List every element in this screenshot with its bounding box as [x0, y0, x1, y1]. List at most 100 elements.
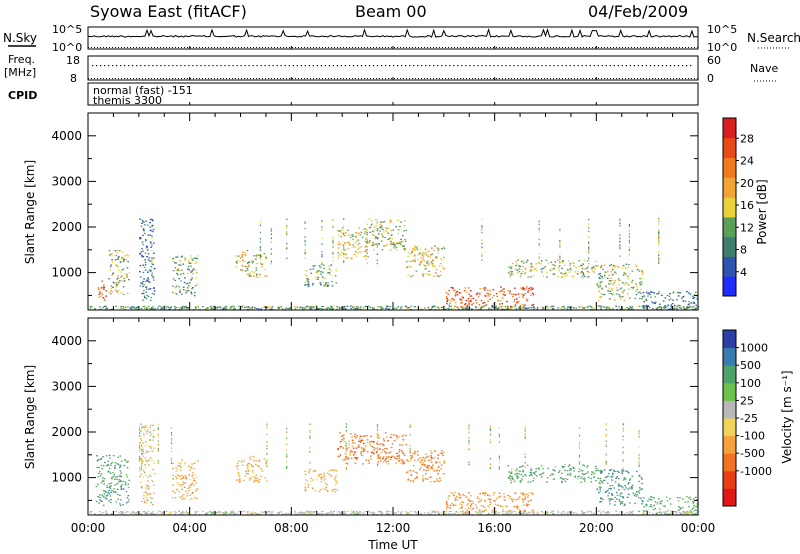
- velocity-data-point: [437, 454, 440, 456]
- power-data-point: [187, 261, 189, 263]
- power-streak-point: [343, 233, 345, 235]
- power-data-point: [244, 252, 247, 254]
- power-ground-point: [330, 307, 333, 309]
- power-ytick-label: 4000: [51, 129, 82, 143]
- power-data-point: [97, 287, 100, 289]
- power-ground-point: [498, 308, 500, 310]
- velocity-data-point: [619, 493, 622, 495]
- power-data-point: [580, 276, 583, 278]
- power-data-point: [366, 255, 368, 257]
- velocity-streak-point: [622, 446, 624, 449]
- velocity-streak-point: [622, 435, 624, 438]
- power-ground-point: [254, 307, 256, 309]
- velocity-data-point: [553, 469, 555, 471]
- velocity-streak-point: [157, 448, 159, 450]
- velocity-ground-point: [621, 513, 624, 515]
- velocity-colorbar-swatch: [723, 435, 736, 454]
- velocity-ground-point: [364, 511, 367, 513]
- power-data-point: [418, 264, 421, 266]
- power-streak-point: [151, 218, 153, 221]
- power-data-point: [392, 243, 395, 246]
- power-data-point: [545, 259, 547, 261]
- power-data-point: [187, 286, 190, 288]
- velocity-ground-point: [350, 512, 352, 515]
- power-data-point: [117, 281, 120, 284]
- power-ground-point: [305, 306, 307, 308]
- power-data-point: [638, 282, 641, 284]
- velocity-xtick-label: 00:00: [681, 521, 716, 535]
- velocity-data-point: [472, 507, 475, 509]
- power-streak-point: [481, 242, 483, 245]
- velocity-data-point: [626, 496, 629, 498]
- power-data-point: [150, 299, 152, 301]
- power-streak-point: [658, 231, 660, 233]
- power-ground-point: [94, 308, 96, 310]
- velocity-data-point: [492, 508, 495, 510]
- power-ground-point: [456, 306, 459, 308]
- velocity-data-point: [182, 483, 184, 486]
- velocity-streak-point: [605, 462, 607, 464]
- velocity-data-point: [481, 492, 484, 494]
- velocity-data-point: [410, 458, 412, 460]
- power-data-point: [586, 270, 589, 272]
- velocity-ground-point: [568, 511, 570, 513]
- power-ground-point: [652, 308, 654, 310]
- power-ground-point: [455, 306, 458, 308]
- velocity-data-point: [503, 493, 505, 495]
- velocity-data-point: [526, 505, 528, 507]
- power-streak-point: [619, 247, 621, 250]
- velocity-data-point: [432, 464, 434, 466]
- velocity-data-point: [354, 451, 357, 453]
- power-data-point: [419, 252, 421, 254]
- power-data-point: [312, 283, 314, 285]
- velocity-streak-point: [605, 443, 607, 445]
- velocity-ground-point: [423, 512, 426, 514]
- freq-point: [112, 65, 114, 67]
- power-data-point: [400, 243, 403, 246]
- power-ground-point: [501, 306, 504, 308]
- velocity-data-point: [122, 504, 124, 506]
- velocity-data-point: [592, 471, 595, 473]
- velocity-data-point: [176, 468, 179, 470]
- power-streak-point: [270, 253, 272, 255]
- power-streak-point: [304, 241, 306, 243]
- power-data-point: [172, 278, 175, 280]
- power-ground-point: [665, 306, 668, 308]
- power-data-point: [117, 292, 119, 294]
- velocity-data-point: [509, 497, 511, 499]
- power-data-point: [664, 307, 666, 309]
- velocity-data-point: [346, 458, 349, 460]
- velocity-data-point: [95, 485, 98, 488]
- velocity-data-point: [377, 456, 379, 458]
- velocity-ground-point: [431, 511, 434, 514]
- power-data-point: [256, 273, 258, 275]
- velocity-data-point: [357, 444, 360, 446]
- velocity-data-point: [142, 470, 145, 472]
- velocity-streak-point: [286, 467, 288, 469]
- velocity-data-point: [477, 501, 480, 503]
- power-data-point: [425, 268, 427, 270]
- power-data-point: [598, 290, 601, 292]
- power-data-point: [115, 285, 117, 288]
- power-data-point: [692, 297, 695, 299]
- power-data-point: [177, 270, 180, 272]
- power-ground-point: [532, 308, 535, 310]
- power-data-point: [404, 238, 406, 241]
- velocity-ground-point: [195, 510, 197, 512]
- velocity-ground-point: [134, 513, 136, 515]
- velocity-data-point: [244, 475, 247, 477]
- velocity-data-point: [650, 496, 652, 498]
- power-data-point: [569, 262, 572, 265]
- power-colorbar-swatch: [723, 216, 736, 238]
- velocity-data-point: [396, 438, 399, 440]
- power-data-point: [448, 289, 450, 292]
- velocity-data-point: [107, 464, 109, 466]
- power-ground-point: [143, 305, 146, 307]
- velocity-ground-point: [145, 511, 148, 514]
- freq-point: [164, 65, 166, 67]
- power-data-point: [672, 292, 675, 294]
- velocity-data-point: [617, 485, 620, 487]
- velocity-streak-point: [309, 451, 311, 453]
- velocity-ground-point: [408, 512, 410, 514]
- power-data-point: [693, 308, 696, 310]
